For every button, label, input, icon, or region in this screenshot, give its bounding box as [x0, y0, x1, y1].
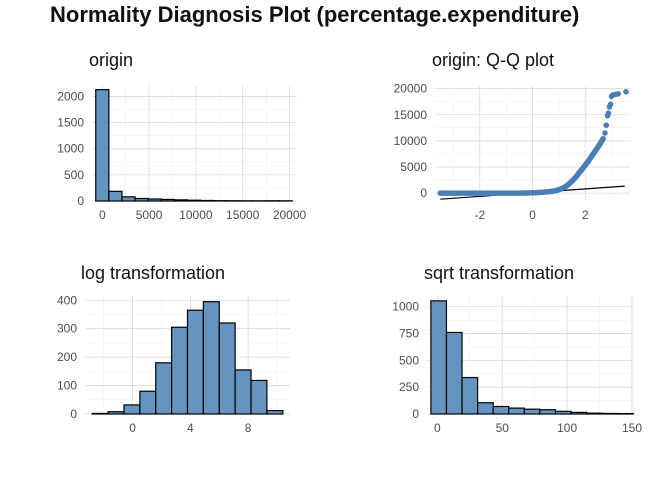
y-tick-label: 1000 [392, 300, 419, 314]
qq-point [623, 88, 629, 95]
panel-sqrt: 0 50 100 150 0 250 500 750 1000 [392, 296, 642, 435]
panel-title-log: log transformation [81, 263, 226, 283]
x-tick-label: 50 [496, 421, 510, 435]
histogram-bar [234, 369, 252, 415]
y-tick-label: 500 [64, 168, 84, 182]
x-tick-label: 15000 [226, 208, 260, 222]
histogram-bar [430, 300, 448, 415]
histogram-bar [202, 301, 220, 415]
y-tick-label: 750 [399, 327, 419, 341]
x-tick-label: 20000 [273, 208, 307, 222]
histogram-bar [95, 89, 110, 202]
histogram-bar [91, 412, 109, 415]
x-tick-label: 150 [622, 421, 642, 435]
x-tick-label: 8 [245, 421, 252, 435]
histogram-bar [186, 199, 202, 202]
y-tick-label: 5000 [400, 160, 427, 174]
histogram-bar [508, 407, 525, 415]
x-tick-label: 4 [187, 421, 194, 435]
histogram-bar [601, 412, 619, 415]
histogram-bar [186, 309, 204, 415]
y-tick-label: 250 [399, 380, 419, 394]
histogram-bar [523, 408, 541, 415]
y-tick-label: 1500 [57, 116, 84, 130]
y-tick-label: 300 [57, 322, 77, 336]
qq-point [607, 101, 614, 108]
histogram-bar [199, 199, 215, 202]
histogram-bar [139, 390, 157, 415]
panel-log: 0 4 8 0 100 200 300 400 [57, 293, 290, 435]
y-tick-label: 0 [412, 407, 419, 421]
x-tick-label: 0 [434, 421, 441, 435]
x-tick-label: 0 [99, 208, 106, 222]
x-tick-label: 2 [582, 208, 589, 222]
histogram-bar [147, 198, 162, 202]
histogram-bar [445, 331, 463, 415]
x-tick-label: 10000 [179, 208, 213, 222]
panel-qq: -2 0 2 0 5000 10000 15000 20000 [394, 82, 630, 222]
histogram-bar [171, 326, 189, 415]
y-tick-label: 15000 [394, 108, 428, 122]
panel-title-qq: origin: Q-Q plot [432, 50, 555, 70]
y-tick-label: 20000 [394, 82, 428, 96]
histogram-bar [155, 362, 173, 415]
histogram-bar [173, 199, 189, 202]
qq-point [600, 135, 606, 142]
x-tick-label: -2 [474, 208, 485, 222]
histogram-bar [218, 322, 236, 415]
panel-title-origin: origin [89, 50, 134, 70]
y-tick-label: 500 [399, 353, 419, 367]
qq-point [602, 130, 608, 136]
histogram-bar [266, 409, 284, 415]
histogram-bar [477, 402, 494, 415]
x-tick-label: 0 [129, 421, 136, 435]
x-tick-label: 100 [557, 421, 577, 435]
y-tick-label: 0 [420, 186, 427, 200]
panel-title-sqrt: sqrt transformation [424, 263, 575, 283]
histogram-bar [492, 405, 510, 415]
histogram-bar [570, 411, 588, 415]
x-tick-label: 0 [529, 208, 536, 222]
panel-origin: 0 5000 10000 15000 20000 0 500 1000 1500 2000 [57, 86, 307, 222]
x-tick-label: 5000 [136, 208, 163, 222]
qq-point [615, 91, 621, 97]
histogram-bar [585, 412, 603, 415]
histogram-bar [539, 409, 557, 415]
qq-point [605, 110, 612, 116]
histogram-bar [461, 376, 479, 415]
main-title: Normality Diagnosis Plot (percentage.exp… [50, 2, 580, 27]
histogram-bar [134, 197, 149, 202]
histogram-bar [108, 190, 123, 202]
y-tick-label: 0 [77, 194, 84, 208]
y-tick-label: 100 [57, 379, 77, 393]
histogram-bar [107, 411, 125, 415]
y-tick-label: 1000 [57, 142, 84, 156]
y-tick-label: 2000 [57, 89, 84, 103]
y-tick-label: 0 [70, 407, 77, 421]
qq-point [603, 122, 610, 129]
histogram-bar [160, 198, 175, 202]
histogram-bar [554, 410, 572, 415]
histogram-bar [121, 196, 136, 202]
y-tick-label: 200 [57, 350, 77, 364]
histogram-bar [250, 379, 268, 415]
y-tick-label: 400 [57, 293, 77, 307]
histogram-bar [123, 404, 141, 415]
y-tick-label: 10000 [394, 134, 428, 148]
